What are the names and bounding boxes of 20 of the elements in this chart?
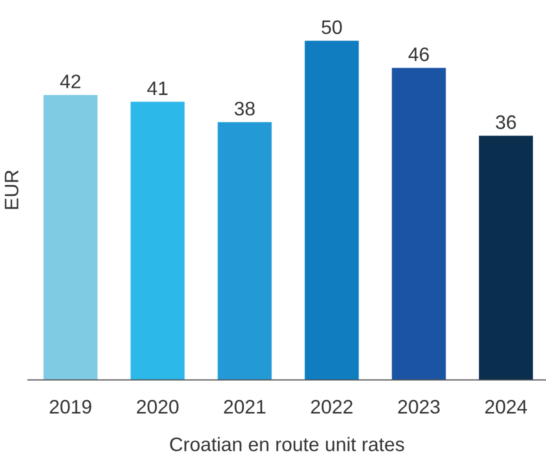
bar xyxy=(44,94,98,380)
bar xyxy=(130,102,185,380)
data-label: 50 xyxy=(322,20,342,34)
x-tick-label: 2020 xyxy=(136,400,178,414)
data-label: 36 xyxy=(496,115,516,130)
x-tick-label: 2019 xyxy=(50,400,92,414)
x-tick-label: 2023 xyxy=(398,400,440,414)
data-label: 38 xyxy=(234,102,255,116)
x-tick-label: 2024 xyxy=(485,400,527,414)
x-axis-title: Croatian en route unit rates xyxy=(170,436,404,452)
bar xyxy=(392,68,446,380)
bar xyxy=(304,40,359,380)
x-tick-label: 2021 xyxy=(224,400,266,414)
bar xyxy=(478,136,533,380)
y-axis-title: EUR xyxy=(4,170,18,209)
bar xyxy=(218,122,272,380)
data-label: 42 xyxy=(60,74,80,88)
x-tick-label: 2022 xyxy=(311,400,352,414)
data-label: 46 xyxy=(408,47,429,62)
data-label: 41 xyxy=(147,82,168,95)
